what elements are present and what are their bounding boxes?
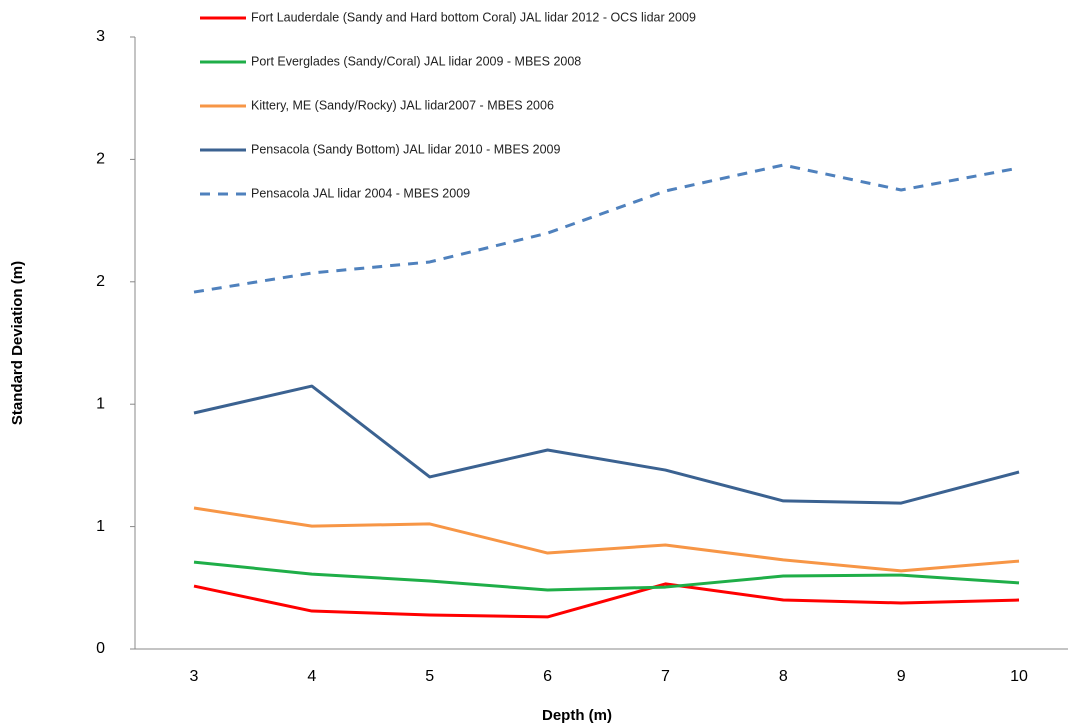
y-tick-label: 0 (96, 640, 105, 657)
y-axis-title: Standard Deviation (m) (9, 261, 26, 425)
legend-label: Port Everglades (Sandy/Coral) JAL lidar … (251, 54, 581, 68)
x-tick-label: 8 (779, 668, 788, 685)
y-tick-label: 1 (96, 395, 105, 412)
y-tick-label: 2 (96, 273, 105, 290)
x-tick-label: 10 (1010, 668, 1028, 685)
series-line (193, 560, 1020, 592)
y-tick-label: 3 (96, 28, 105, 45)
y-tick-label: 1 (96, 518, 105, 535)
x-axis-title: Depth (m) (542, 707, 612, 724)
x-tick-label: 3 (190, 668, 199, 685)
y-tick-label: 2 (96, 151, 105, 168)
series-line (193, 506, 1020, 573)
x-tick-label: 5 (425, 668, 434, 685)
legend-label: Fort Lauderdale (Sandy and Hard bottom C… (251, 10, 696, 24)
series-line (193, 582, 1020, 619)
series-line (193, 163, 1020, 294)
x-tick-label: 7 (661, 668, 670, 685)
legend-label: Pensacola (Sandy Bottom) JAL lidar 2010 … (251, 142, 560, 156)
x-tick-label: 6 (543, 668, 552, 685)
x-tick-label: 4 (307, 668, 316, 685)
legend-label: Kittery, ME (Sandy/Rocky) JAL lidar2007 … (251, 98, 554, 112)
legend-label: Pensacola JAL lidar 2004 - MBES 2009 (251, 186, 470, 200)
series-line (193, 384, 1020, 505)
x-tick-label: 9 (897, 668, 906, 685)
